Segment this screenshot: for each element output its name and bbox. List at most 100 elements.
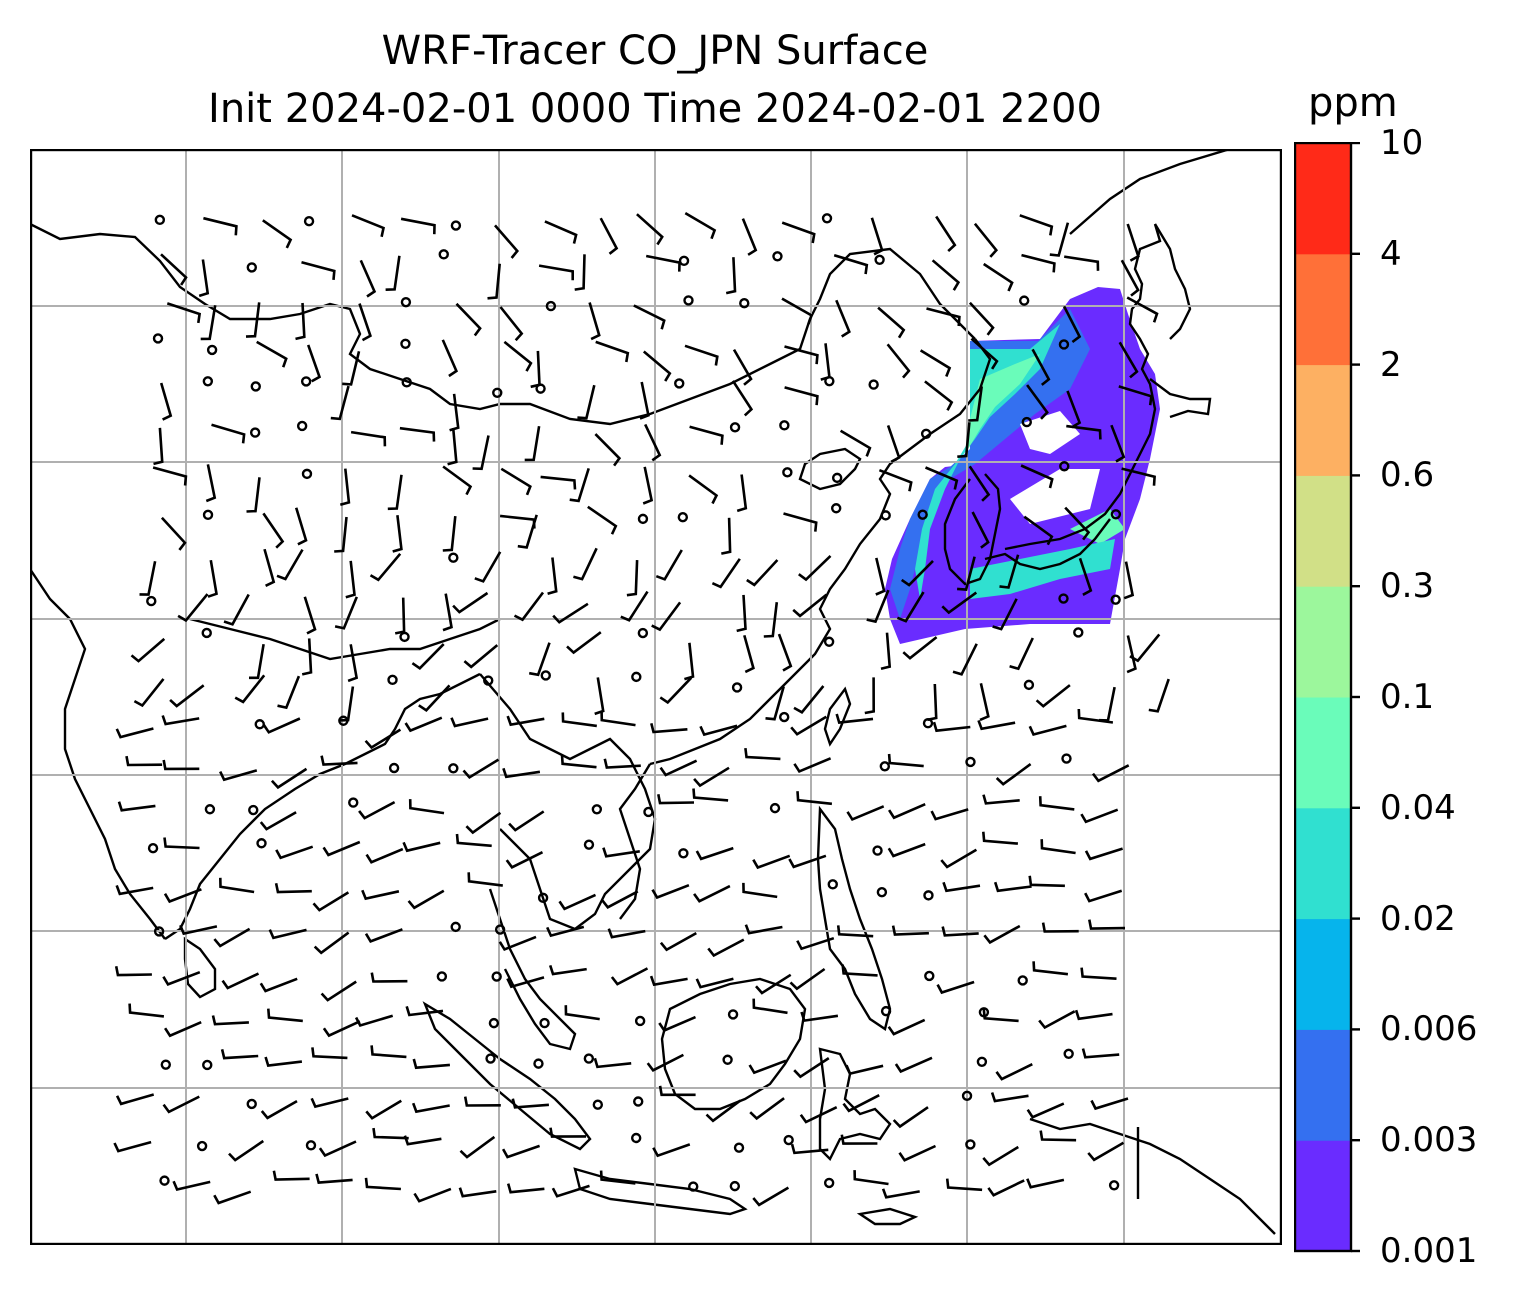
calm-wind-circle: [880, 510, 891, 521]
wind-barb: [441, 339, 459, 378]
wind-barb: [620, 590, 649, 622]
calm-wind-circle: [206, 344, 218, 356]
wind-barb: [161, 715, 200, 726]
wind-barb: [684, 642, 695, 681]
colorbar-segment: [1295, 918, 1351, 1030]
wind-barb: [593, 1057, 632, 1069]
wind-barb: [689, 425, 724, 445]
calm-wind-circle: [917, 509, 928, 520]
calm-wind-circle: [305, 1140, 317, 1151]
wind-barb: [945, 1178, 983, 1192]
coast-philippines: [816, 805, 892, 1031]
calm-wind-circle: [976, 1056, 988, 1067]
calm-wind-circle: [779, 711, 790, 723]
wind-barb: [877, 306, 906, 339]
wind-barb: [888, 803, 926, 820]
calm-wind-circle: [300, 376, 312, 387]
colorbar-tick-label: 0.6: [1380, 455, 1435, 496]
calm-wind-circle: [535, 383, 546, 394]
wind-barb: [968, 465, 991, 502]
wind-barb: [459, 1135, 496, 1159]
calm-wind-circle: [387, 674, 398, 686]
wind-barb: [1039, 1130, 1077, 1142]
wind-barb: [603, 758, 641, 769]
wind-barb: [500, 467, 532, 496]
calm-wind-circle: [533, 1058, 544, 1069]
calm-wind-circle: [254, 719, 265, 730]
calm-wind-circle: [147, 842, 159, 854]
coast-newguinea: [1029, 1117, 1276, 1235]
wind-barb: [784, 345, 819, 365]
coast-india-east: [164, 672, 481, 940]
colorbar-segment: [1295, 697, 1351, 809]
wind-barb: [474, 551, 502, 583]
wind-barb: [1026, 1102, 1065, 1119]
wind-barb: [117, 801, 156, 812]
wind-barb: [447, 427, 458, 466]
calm-wind-circle: [722, 1054, 733, 1065]
wind-barb: [588, 302, 601, 341]
wind-barb: [1064, 506, 1091, 541]
wind-barb: [798, 554, 832, 582]
colorbar-tick-label: 2: [1380, 344, 1402, 385]
wind-barb: [1078, 557, 1093, 596]
wind-barb: [179, 924, 218, 936]
wind-barb: [115, 727, 154, 739]
wind-barb: [752, 854, 791, 870]
wind-barb: [651, 601, 682, 632]
wind-barb: [312, 891, 350, 912]
wind-barb: [508, 810, 545, 832]
wind-barb: [1066, 390, 1082, 429]
wind-barb: [982, 794, 1020, 805]
wind-barb: [842, 1094, 880, 1113]
wind-barb: [995, 763, 1032, 786]
calm-wind-circle: [830, 503, 842, 514]
wind-barb: [392, 515, 403, 553]
wind-barb: [599, 1170, 636, 1185]
wind-barb: [162, 1095, 200, 1114]
coast-sumatra: [422, 1001, 592, 1151]
wind-barb: [351, 214, 386, 238]
wind-barb: [405, 1006, 444, 1017]
calm-wind-circle: [202, 376, 214, 387]
wind-barb: [219, 769, 258, 782]
wind-barb: [153, 427, 164, 466]
colorbar-segment: [1295, 1029, 1351, 1141]
wind-barb: [649, 975, 688, 987]
colorbar-unit-label: ppm: [1308, 80, 1398, 126]
wind-barb: [693, 766, 730, 788]
wind-barb: [442, 515, 457, 552]
wind-barb: [600, 711, 636, 727]
wind-barb: [659, 759, 698, 777]
calm-wind-circle: [146, 595, 157, 607]
wind-barb: [636, 213, 664, 246]
wind-barb: [835, 299, 851, 338]
wind-barb: [732, 348, 753, 386]
wind-barb: [203, 216, 238, 236]
wind-barb: [835, 713, 874, 725]
wind-barb: [259, 977, 298, 993]
colorbar-segment: [1295, 586, 1351, 698]
wind-barb: [219, 877, 255, 894]
gridlines: [30, 149, 1282, 1245]
coast-japan: [1004, 223, 1162, 551]
wind-barb: [113, 1140, 152, 1153]
calm-wind-circle: [296, 420, 308, 432]
wind-barb: [159, 382, 173, 421]
wind-barb: [941, 591, 978, 615]
wind-barb: [365, 847, 404, 864]
wind-barb: [1148, 678, 1170, 713]
wind-barb: [407, 889, 445, 910]
calm-wind-circle: [540, 670, 551, 681]
calm-wind-circle: [448, 763, 459, 774]
calm-wind-circle: [630, 1132, 642, 1144]
calm-wind-circle: [256, 838, 267, 849]
wind-barb: [657, 794, 695, 805]
wind-barb: [956, 556, 976, 591]
wind-barb: [455, 833, 492, 848]
wind-barb: [684, 211, 717, 240]
wind-barb: [1118, 385, 1153, 406]
wind-barb: [1129, 633, 1161, 663]
wind-barb: [763, 602, 779, 638]
wind-barb: [743, 634, 755, 674]
